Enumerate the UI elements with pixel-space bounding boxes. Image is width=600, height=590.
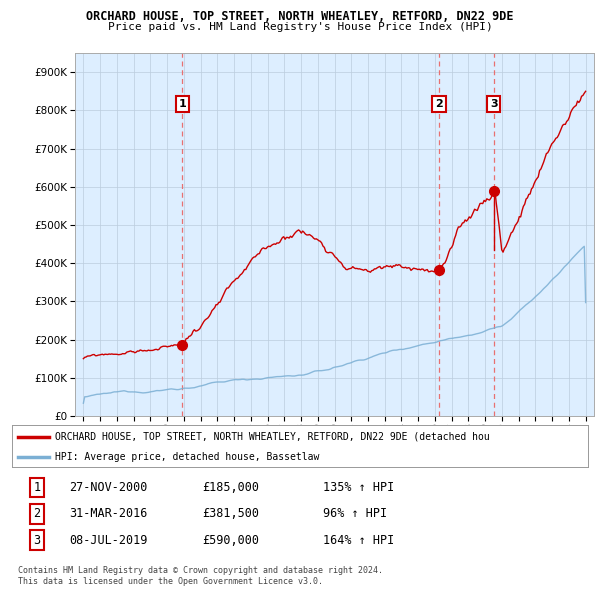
Text: £185,000: £185,000	[202, 481, 259, 494]
Text: 27-NOV-2000: 27-NOV-2000	[70, 481, 148, 494]
Text: This data is licensed under the Open Government Licence v3.0.: This data is licensed under the Open Gov…	[18, 577, 323, 586]
Text: £590,000: £590,000	[202, 533, 259, 546]
Text: 3: 3	[490, 99, 497, 109]
Text: 96% ↑ HPI: 96% ↑ HPI	[323, 507, 387, 520]
Text: HPI: Average price, detached house, Bassetlaw: HPI: Average price, detached house, Bass…	[55, 452, 320, 461]
Text: 1: 1	[178, 99, 186, 109]
Text: 1: 1	[33, 481, 40, 494]
Text: 2: 2	[33, 507, 40, 520]
Text: Contains HM Land Registry data © Crown copyright and database right 2024.: Contains HM Land Registry data © Crown c…	[18, 566, 383, 575]
Text: £381,500: £381,500	[202, 507, 259, 520]
Text: Price paid vs. HM Land Registry's House Price Index (HPI): Price paid vs. HM Land Registry's House …	[107, 22, 493, 32]
Text: 135% ↑ HPI: 135% ↑ HPI	[323, 481, 394, 494]
Text: 164% ↑ HPI: 164% ↑ HPI	[323, 533, 394, 546]
Text: ORCHARD HOUSE, TOP STREET, NORTH WHEATLEY, RETFORD, DN22 9DE: ORCHARD HOUSE, TOP STREET, NORTH WHEATLE…	[86, 10, 514, 23]
Text: ORCHARD HOUSE, TOP STREET, NORTH WHEATLEY, RETFORD, DN22 9DE (detached hou: ORCHARD HOUSE, TOP STREET, NORTH WHEATLE…	[55, 432, 490, 442]
Text: 3: 3	[33, 533, 40, 546]
Text: 08-JUL-2019: 08-JUL-2019	[70, 533, 148, 546]
Text: 31-MAR-2016: 31-MAR-2016	[70, 507, 148, 520]
Text: 2: 2	[435, 99, 443, 109]
